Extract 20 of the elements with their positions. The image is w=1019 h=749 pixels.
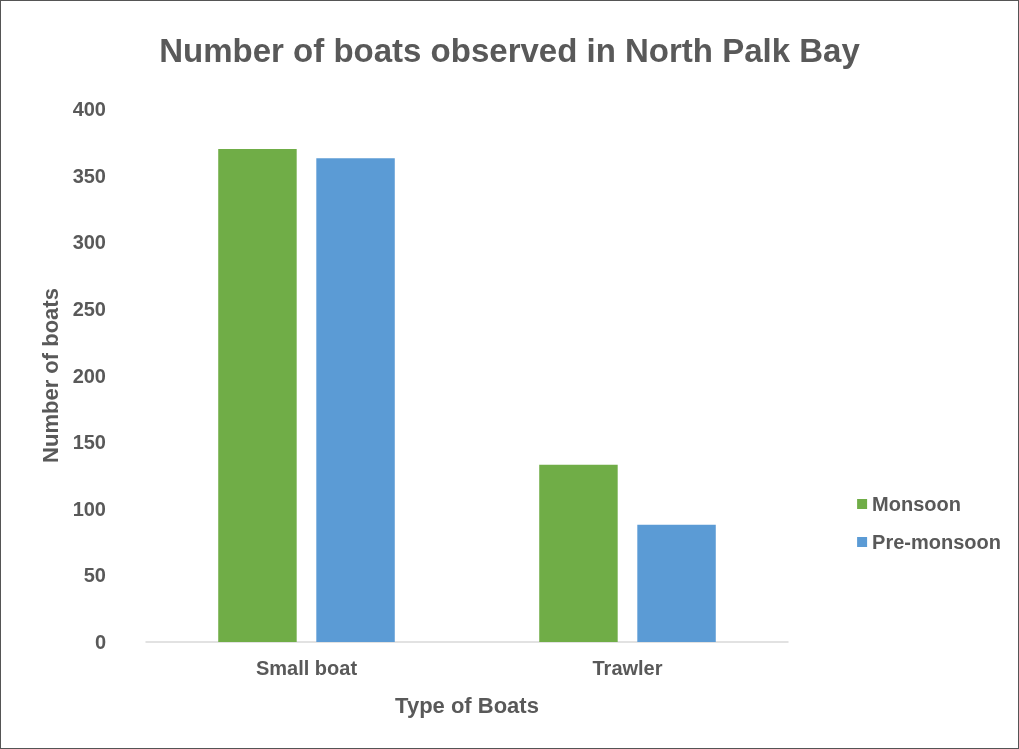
bar (218, 148, 297, 642)
legend-label: Pre-monsoon (872, 531, 1002, 553)
x-axis-title: Type of Boats (395, 692, 539, 718)
y-tick-label: 0 (94, 631, 106, 653)
y-tick-label: 350 (72, 164, 106, 187)
y-axis-title: Number of boats (38, 288, 64, 463)
legend-label: Monsoon (872, 493, 961, 515)
chart-title: Number of boats observed in North Palk Bay (159, 32, 861, 69)
bar (637, 524, 716, 642)
y-tick-label: 50 (83, 564, 106, 587)
y-tick-label: 250 (72, 297, 106, 320)
x-tick-label: Small boat (255, 657, 358, 679)
y-tick-label: 150 (72, 431, 106, 454)
bar (539, 464, 618, 642)
y-tick-label: 300 (72, 231, 106, 254)
y-tick-label: 100 (72, 497, 106, 520)
y-tick-label: 400 (72, 98, 106, 120)
x-tick-label: Trawler (592, 657, 663, 679)
bar (316, 158, 395, 642)
y-tick-label: 200 (72, 364, 106, 387)
